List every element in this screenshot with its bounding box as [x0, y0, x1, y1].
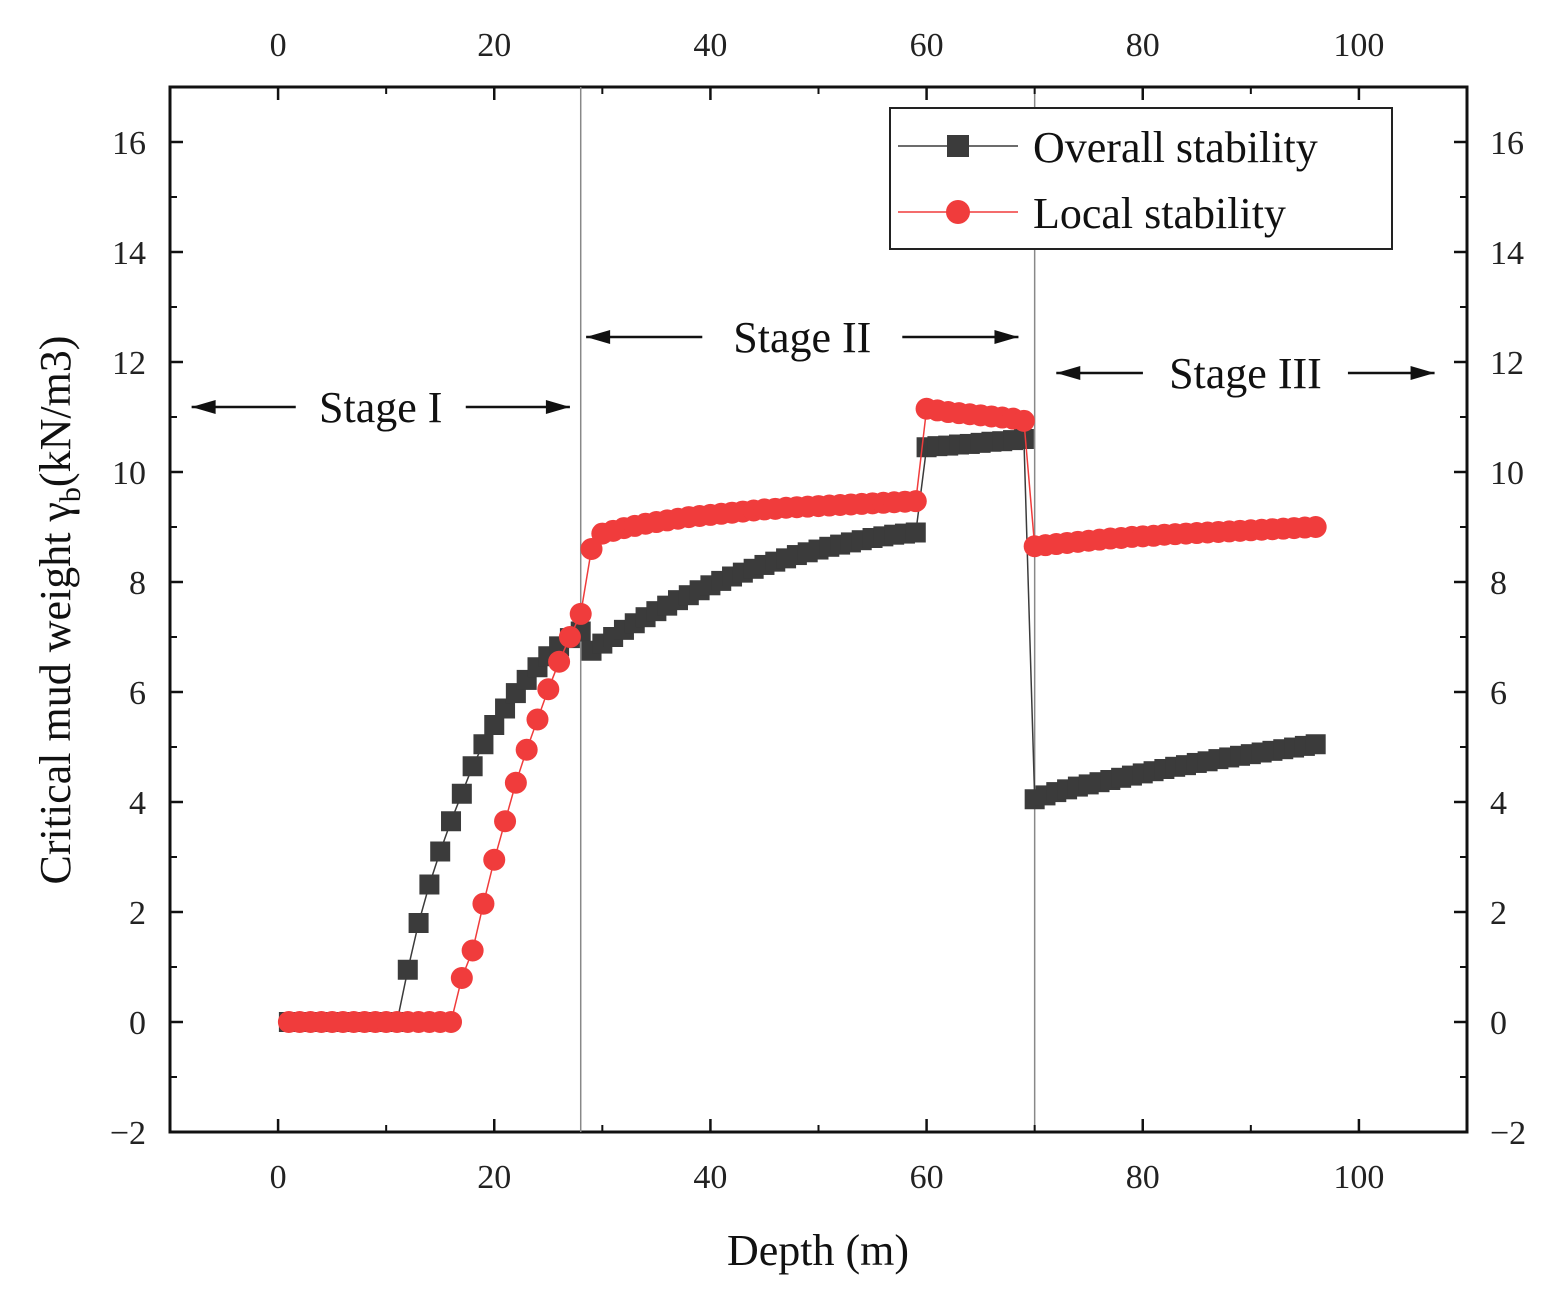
- data-point: [408, 913, 429, 933]
- data-point: [1013, 429, 1034, 449]
- x-top-tick-label: 80: [1126, 27, 1160, 64]
- y-right-tick-label: 2: [1490, 895, 1507, 932]
- y-tick-label: 12: [112, 345, 146, 382]
- y-axis-title-unit: (kN/m3): [31, 336, 80, 488]
- y-right-tick-label: 12: [1490, 345, 1524, 382]
- x-axis-title: Depth (m): [727, 1226, 909, 1275]
- stage-arrowhead-left: [191, 400, 216, 414]
- y-right-tick-label: 16: [1490, 125, 1524, 162]
- x-tick-label: 100: [1333, 1159, 1384, 1196]
- y-right-tick-label: 10: [1490, 455, 1524, 492]
- y-right-tick-label: −2: [1490, 1115, 1526, 1152]
- y-tick-label: 4: [129, 785, 146, 822]
- legend-marker-local: [946, 200, 970, 224]
- data-point: [462, 756, 483, 777]
- axis-ticks: 0 0 20 20 40 40 60 60 80 80 100 100 −2 −2 0 0 2 2 4 4 6 6 8 8 10…: [110, 27, 1526, 1196]
- x-tick-label: 40: [693, 1159, 727, 1196]
- stage-label: Stage III: [1169, 349, 1322, 398]
- stage-label: Stage I: [319, 383, 442, 432]
- y-tick-label: 0: [129, 1005, 146, 1042]
- data-point: [397, 959, 418, 980]
- series-overall-stability: [278, 429, 1326, 1032]
- y-tick-label: 6: [129, 675, 146, 712]
- data-point: [905, 522, 926, 543]
- data-point: [1304, 516, 1327, 538]
- data-point: [526, 708, 549, 731]
- data-point: [440, 1011, 463, 1033]
- y-tick-label: 14: [112, 235, 146, 272]
- y-right-tick-label: 6: [1490, 675, 1507, 712]
- legend-label-local: Local stability: [1033, 189, 1286, 238]
- x-tick-label: 80: [1126, 1159, 1160, 1196]
- data-point: [450, 967, 473, 989]
- legend: Overall stability Local stability: [889, 107, 1393, 250]
- series-layer: [277, 397, 1327, 1033]
- y-right-tick-label: 14: [1490, 235, 1524, 272]
- data-point: [904, 490, 927, 513]
- data-point: [472, 892, 495, 915]
- data-point: [569, 602, 592, 625]
- y-tick-label: 2: [129, 895, 146, 932]
- x-tick-label: 0: [270, 1159, 287, 1196]
- stage-arrowhead-left: [586, 330, 611, 344]
- y-axis-title: Critical mud weight γb(kN/m3): [31, 336, 87, 885]
- data-point: [515, 738, 538, 761]
- stage-label: Stage II: [733, 313, 871, 362]
- data-point: [441, 811, 462, 832]
- x-top-tick-label: 0: [270, 27, 287, 64]
- data-point: [430, 841, 451, 862]
- data-point: [580, 538, 603, 560]
- data-point: [483, 848, 506, 871]
- x-top-tick-label: 20: [477, 27, 511, 64]
- data-point: [537, 678, 560, 701]
- data-point: [484, 715, 505, 735]
- legend-marker-overall: [947, 135, 969, 157]
- y-right-tick-label: 8: [1490, 565, 1507, 602]
- data-point: [1305, 734, 1326, 755]
- y-tick-label: 10: [112, 455, 146, 492]
- x-top-tick-label: 100: [1333, 27, 1384, 64]
- y-tick-label: 8: [129, 565, 146, 602]
- x-tick-label: 60: [910, 1159, 944, 1196]
- y-axis-title-subscript: b: [54, 487, 87, 502]
- data-point: [461, 939, 484, 962]
- data-point: [495, 698, 516, 719]
- y-tick-label: 16: [112, 125, 146, 162]
- data-point: [1012, 409, 1035, 432]
- stage-arrowhead-right: [545, 400, 570, 414]
- stage-arrowhead-left: [1056, 366, 1081, 380]
- legend-box: [889, 107, 1393, 250]
- data-point: [494, 810, 517, 833]
- y-tick-label: −2: [110, 1115, 146, 1152]
- stage-annotations: Stage I Stage II Stage III: [191, 313, 1435, 432]
- x-top-tick-label: 60: [910, 27, 944, 64]
- stage-arrowhead-right: [1410, 366, 1435, 380]
- y-right-tick-label: 4: [1490, 785, 1507, 822]
- stage-annotation: Stage II: [586, 313, 1019, 362]
- series-local-stability: [277, 397, 1327, 1033]
- x-top-tick-label: 40: [693, 27, 727, 64]
- stage-annotation: Stage III: [1056, 349, 1435, 398]
- data-point: [548, 650, 571, 673]
- legend-label-overall: Overall stability: [1033, 123, 1318, 172]
- y-axis-title-main: Critical mud weight γ: [31, 502, 80, 884]
- data-point: [451, 783, 472, 804]
- data-point: [419, 874, 440, 895]
- x-tick-label: 20: [477, 1159, 511, 1196]
- y-right-tick-label: 0: [1490, 1005, 1507, 1042]
- data-point: [473, 734, 494, 755]
- data-point: [558, 626, 581, 648]
- stage-annotation: Stage I: [191, 383, 570, 432]
- stage-arrowhead-right: [994, 330, 1019, 344]
- data-point: [504, 771, 527, 794]
